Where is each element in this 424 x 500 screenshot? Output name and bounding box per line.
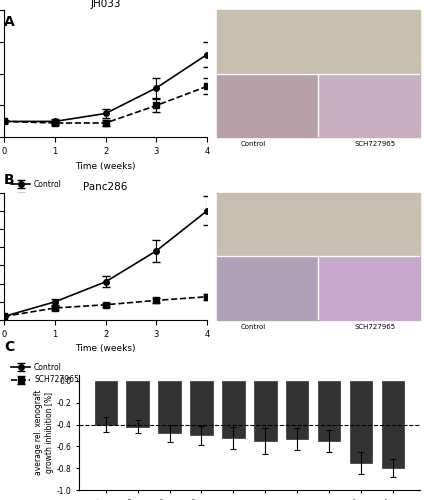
Bar — [217, 192, 420, 256]
X-axis label: Time (weeks): Time (weeks) — [75, 162, 136, 170]
Bar — [217, 256, 318, 320]
Bar — [350, 381, 372, 462]
Y-axis label: average rel. xenograft
growth inhibition [%]: average rel. xenograft growth inhibition… — [34, 390, 54, 476]
Bar — [190, 381, 213, 436]
Text: SCH727965: SCH727965 — [354, 324, 396, 330]
Bar — [126, 381, 149, 426]
Bar — [217, 10, 420, 74]
Bar — [222, 381, 245, 438]
Bar — [217, 74, 318, 138]
Bar — [382, 381, 404, 468]
Title: JH033: JH033 — [90, 0, 121, 9]
Bar — [318, 74, 420, 138]
Text: A: A — [4, 15, 15, 29]
Title: Panc286: Panc286 — [84, 182, 128, 192]
Bar — [159, 381, 181, 434]
Text: SCH727965: SCH727965 — [354, 141, 396, 147]
Text: Control: Control — [241, 141, 266, 147]
Legend: Control, SCH727965: Control, SCH727965 — [8, 360, 82, 388]
Bar — [318, 256, 420, 320]
Bar — [95, 381, 117, 424]
Bar — [254, 381, 276, 441]
Text: C: C — [4, 340, 14, 354]
X-axis label: Time (weeks): Time (weeks) — [75, 344, 136, 354]
Bar — [286, 381, 309, 438]
Legend: Control, SCH727965: Control, SCH727965 — [8, 177, 82, 204]
Text: B: B — [4, 172, 15, 186]
Bar — [318, 381, 340, 441]
Text: Control: Control — [241, 324, 266, 330]
